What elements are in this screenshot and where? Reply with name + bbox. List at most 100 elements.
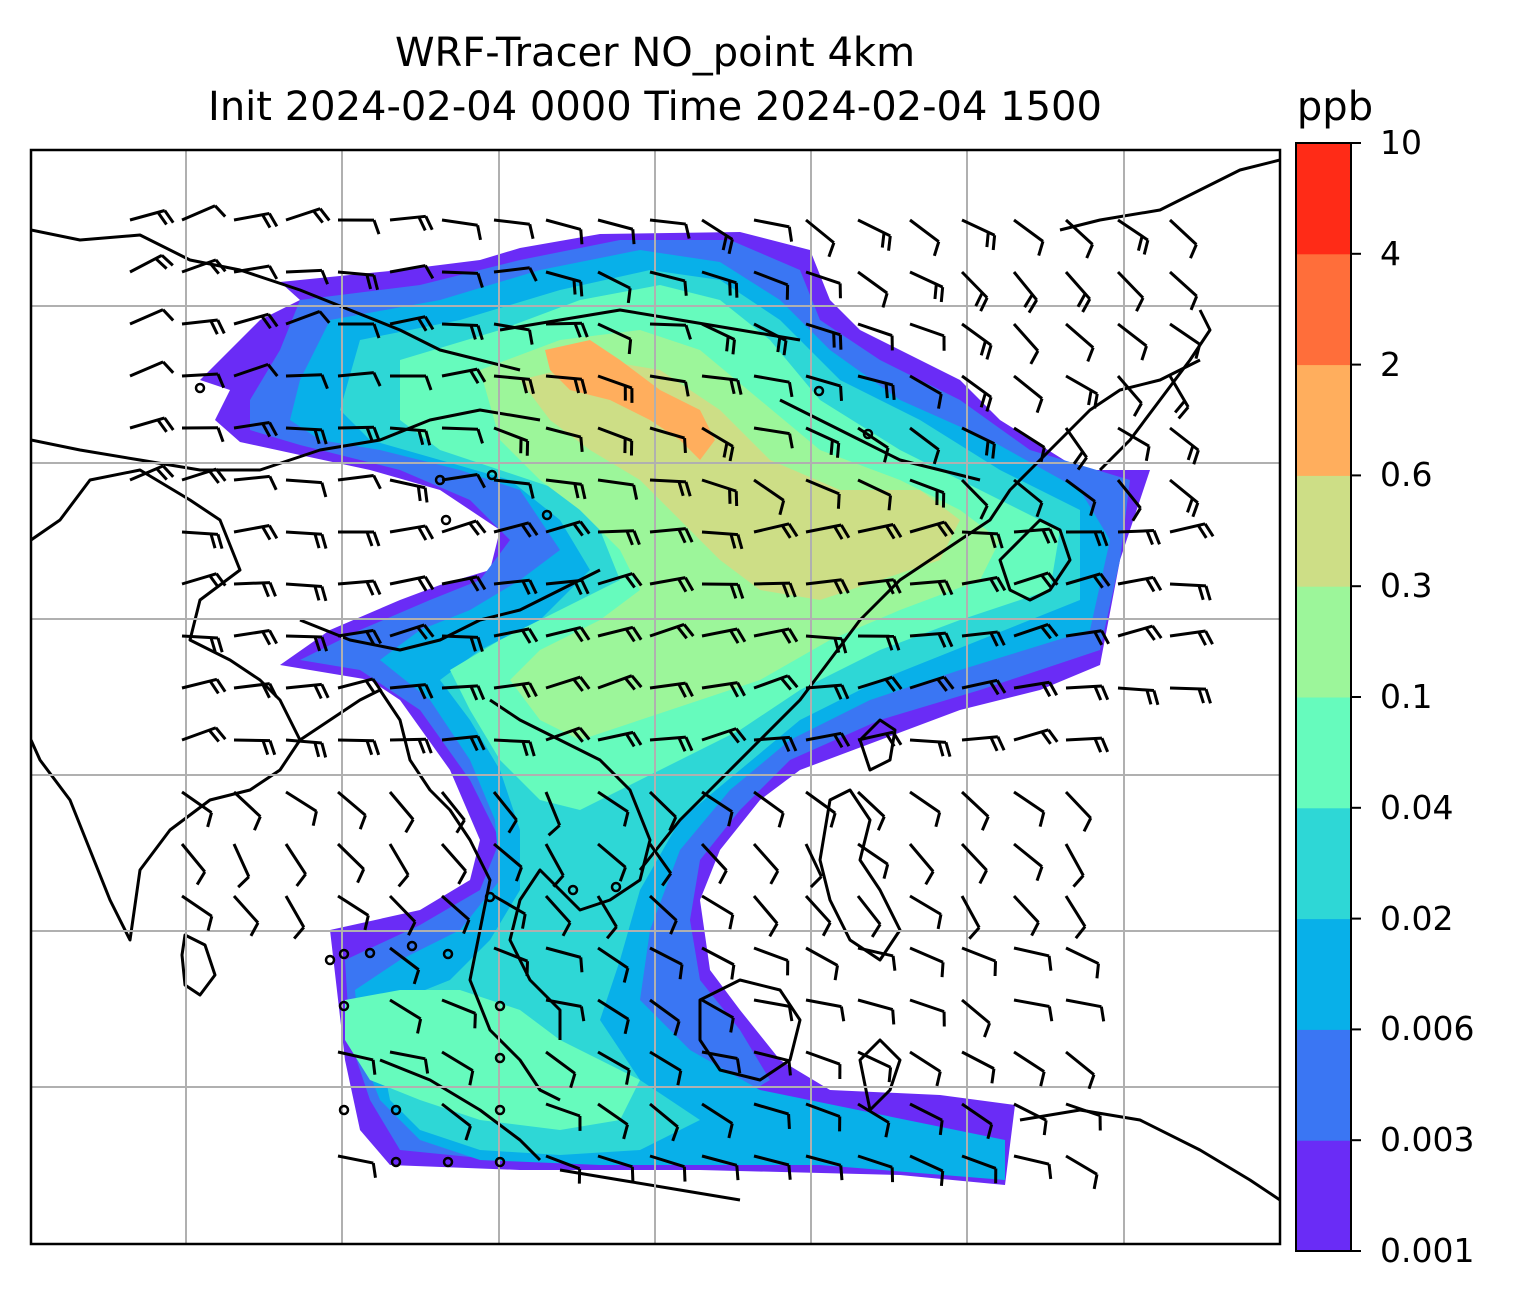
wind-barb [1065, 1102, 1102, 1131]
wind-barb [701, 530, 744, 550]
wind-barb [649, 374, 690, 397]
wind-barb [232, 843, 251, 889]
wind-barb [545, 1102, 582, 1131]
wind-barb [1064, 790, 1093, 833]
wind-barb [805, 1154, 844, 1181]
wind-barb [441, 367, 487, 385]
wind-barb [544, 894, 572, 937]
coastline-japan [1059, 158, 1280, 232]
wind-barb [337, 1154, 377, 1178]
wind-barb [337, 425, 381, 442]
wind-barb [909, 374, 943, 409]
wind-barb [544, 791, 562, 837]
wind-barb [701, 1102, 734, 1139]
wind-barb [233, 211, 279, 229]
map-title-line1: WRF-Tracer NO_point 4km [394, 30, 916, 76]
wind-barb [545, 726, 591, 743]
wind-barb [701, 627, 747, 644]
wind-barb [960, 478, 989, 520]
wind-barb [441, 894, 471, 935]
colorbar-tick-label: 4 [1380, 233, 1401, 273]
wind-barb [493, 521, 539, 538]
coastline-sumatra [379, 1058, 542, 1162]
wind-barb [961, 374, 993, 412]
wind-barb [597, 730, 643, 748]
wind-barb [753, 790, 785, 828]
wind-barb [805, 478, 841, 509]
wind-calm-marker [442, 948, 454, 960]
wind-barb [649, 1154, 687, 1182]
wind-barb [441, 426, 484, 444]
wind-calm-marker [324, 954, 336, 966]
wind-barb [1013, 527, 1058, 544]
wind-barb [649, 1102, 680, 1142]
wind-barb [753, 998, 794, 1022]
wind-barb [285, 207, 331, 224]
wind-barb [597, 1102, 629, 1140]
wind-calm-marker [494, 1052, 506, 1064]
wind-barb [1169, 522, 1215, 539]
wind-barb [857, 675, 903, 693]
wind-barb [1169, 686, 1212, 704]
wind-barb [753, 270, 790, 300]
wind-barb [649, 576, 695, 593]
wind-barb [597, 218, 636, 245]
wind-barb [857, 1102, 891, 1138]
wind-barb [181, 258, 227, 275]
wind-barb [233, 420, 278, 438]
wind-barb [701, 478, 739, 507]
wind-barb [493, 578, 538, 595]
wind-barb [1013, 218, 1045, 257]
wind-barb [285, 738, 328, 758]
wind-barb [701, 946, 736, 980]
wind-barb [960, 790, 990, 831]
wind-calm-marker [494, 1104, 506, 1116]
wind-barb [1116, 270, 1145, 312]
wind-barb [440, 843, 468, 885]
colorbar-tick-label: 0.3 [1380, 566, 1433, 606]
wind-barb [493, 842, 523, 882]
wind-barb [545, 374, 588, 394]
wind-barb [1065, 629, 1110, 646]
wind-barb [961, 678, 1007, 696]
wind-barb [181, 790, 213, 828]
wind-barb [857, 478, 893, 511]
wind-barb [1013, 426, 1046, 463]
wind-barb [597, 1050, 631, 1085]
wind-barb [129, 360, 175, 378]
wind-barb [857, 218, 892, 251]
wind-barb [337, 579, 382, 596]
wind-barb [597, 946, 630, 983]
wind-barb [961, 1154, 998, 1184]
wind-calm-marker [406, 940, 418, 952]
wind-calm-marker [862, 428, 874, 440]
wind-barb [805, 946, 839, 981]
wind-barb [1013, 1154, 1053, 1180]
wind-barb [181, 894, 214, 931]
wind-barb [181, 634, 224, 653]
wind-barb [389, 575, 435, 592]
wind-barb [701, 1050, 742, 1074]
wind-barb [1064, 271, 1092, 313]
wind-barb [181, 726, 227, 743]
wind-barb [909, 894, 943, 930]
wind-barb [701, 270, 739, 298]
wind-barb [752, 843, 780, 885]
wind-barb [649, 322, 692, 340]
wind-barb [337, 894, 370, 931]
wind-barb [441, 473, 486, 489]
wind-barb [701, 426, 735, 462]
wind-barb [545, 578, 590, 596]
wind-barb [960, 270, 989, 312]
colorbar-swatch [1296, 143, 1351, 255]
wind-barb [753, 218, 794, 242]
wind-barb [1013, 1102, 1048, 1136]
wind-barb [909, 426, 941, 465]
wind-barb [544, 843, 565, 888]
wind-barb [909, 631, 954, 648]
wind-barb [649, 1050, 683, 1086]
wind-barb [597, 625, 643, 643]
wind-barb [961, 998, 992, 1038]
colorbar-swatch [1296, 475, 1351, 587]
wind-barb [233, 362, 279, 378]
